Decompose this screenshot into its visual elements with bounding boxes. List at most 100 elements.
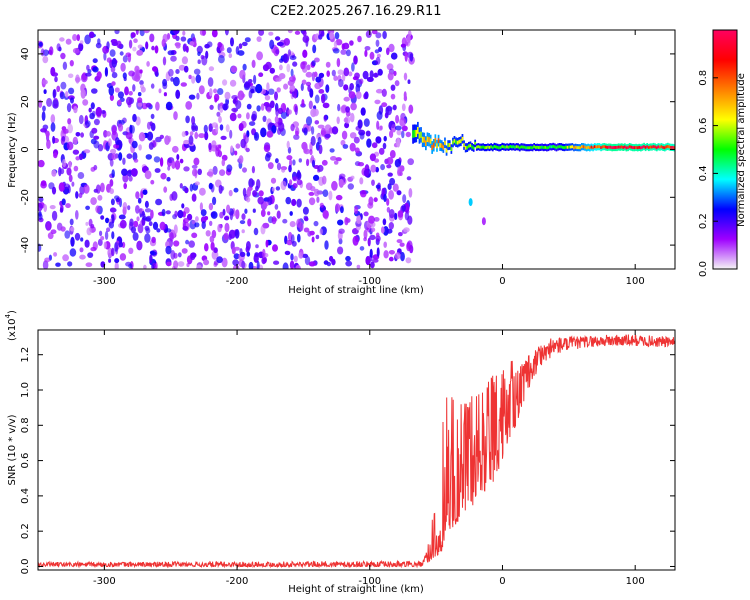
heatmap-noise-cell [106,227,111,232]
heatmap-noise-cell [276,41,284,47]
heatmap-noise-cell [345,255,351,262]
heatmap-noise-cell [390,52,398,60]
colorbar-bar [712,29,738,270]
heatmap-noise-cell [190,254,196,261]
heatmap-noise-cell [99,230,103,237]
heatmap-noise-cell [95,42,102,49]
heatmap-noise-cell [343,67,350,77]
heatmap-signal-core [531,146,534,150]
heatmap-noise-cell [219,169,226,177]
heatmap-noise-cell [127,53,132,63]
heatmap-noise-cell [173,240,180,247]
heatmap-signal-core [442,145,445,150]
heatmap-noise-cell [315,234,320,240]
heatmap-signal-core [647,146,650,149]
x-tick-label: -100 [358,276,381,287]
x-tick-label: -100 [358,576,381,587]
heatmap-noise-cell [73,165,79,172]
heatmap-noise-cell [195,74,202,84]
heatmap-noise-cell [181,56,188,65]
colorbar-tick-label: 0.6 [698,118,709,134]
heatmap-noise-cell [304,216,309,222]
heatmap-noise-cell [287,146,292,154]
heatmap-noise-cell [122,55,128,63]
heatmap-noise-cell [183,166,190,172]
heatmap-noise-cell [122,202,128,211]
heatmap-signal-core [418,132,421,139]
heatmap-noise-cell [89,112,95,120]
heatmap-noise-cell [49,205,56,210]
heatmap-noise-cell [52,135,56,144]
heatmap-noise-cell [205,50,209,60]
heatmap-noise-cell [66,167,72,176]
heatmap-noise-cell [128,175,133,182]
heatmap-noise-cell [95,205,101,214]
heatmap-noise-cell [170,55,177,62]
heatmap-noise-cell [153,156,161,163]
heatmap-noise-cell [238,43,243,49]
heatmap-noise-cell [119,51,124,56]
heatmap-noise-cell [245,196,251,203]
heatmap-noise-cell [301,99,305,107]
x-tick-label: 0 [499,576,505,587]
heatmap-signal-core [552,145,555,148]
heatmap-noise-cell [188,74,192,80]
heatmap-noise-cell [386,206,391,213]
heatmap-noise-cell [406,176,412,181]
heatmap-noise-cell [154,45,159,54]
heatmap-noise-cell [191,232,198,239]
heatmap-noise-cell [252,208,256,213]
heatmap-signal-core [633,146,636,150]
heatmap-noise-cell [313,188,320,197]
heatmap-noise-cell [237,90,245,101]
heatmap-noise-cell [405,257,412,264]
heatmap-noise-cell [166,33,171,40]
heatmap-noise-cell [110,39,118,44]
heatmap-noise-cell [60,81,67,90]
heatmap-noise-cell [62,128,69,134]
heatmap-noise-cell [244,80,251,90]
heatmap-noise-cell [392,104,397,111]
heatmap-noise-cell [375,39,380,47]
heatmap-noise-cell [219,105,224,113]
heatmap-noise-cell [76,34,81,42]
heatmap-noise-cell [84,120,91,128]
heatmap-noise-cell [229,112,237,122]
heatmap-noise-cell [135,30,139,35]
heatmap-noise-cell [85,262,93,268]
heatmap-noise-cell [173,76,180,87]
heatmap-signal-core [493,145,496,148]
heatmap-noise-cell [271,125,277,134]
heatmap-noise-cell [101,110,106,114]
heatmap-noise-cell [276,210,281,219]
heatmap-noise-cell [388,222,394,230]
heatmap-noise-cell [267,162,274,170]
heatmap-noise-cell [316,196,320,203]
heatmap-noise-cell [38,243,42,252]
heatmap-signal-core [627,146,629,149]
heatmap-noise-cell [351,62,355,72]
y-tick-label: -40 [20,237,31,253]
heatmap-noise-cell [111,81,116,86]
heatmap-noise-cell [283,83,289,90]
heatmap-noise-cell [75,156,80,161]
snr-y-axis-label: SNR (10 * v/v) [7,414,18,485]
colorbar-tick-label: 0.4 [698,165,709,181]
heatmap-noise-cell [311,159,316,168]
heatmap-noise-cell [209,104,214,110]
heatmap-noise-cell [71,181,75,187]
x-tick-label: 100 [626,576,645,587]
heatmap-signal-core [421,136,424,143]
heatmap-signal-core [655,146,658,150]
heatmap-noise-cell [110,198,115,206]
heatmap-noise-cell [369,248,373,258]
heatmap-noise-cell [338,173,346,179]
heatmap-noise-cell [264,153,271,162]
heatmap-noise-cell [90,166,96,172]
heatmap-noise-cell [359,246,365,251]
heatmap-signal-core [668,145,671,149]
heatmap-noise-cell [150,122,156,132]
heatmap-noise-cell [266,130,274,138]
heatmap-noise-cell [217,150,223,158]
heatmap-noise-cell [219,124,224,131]
